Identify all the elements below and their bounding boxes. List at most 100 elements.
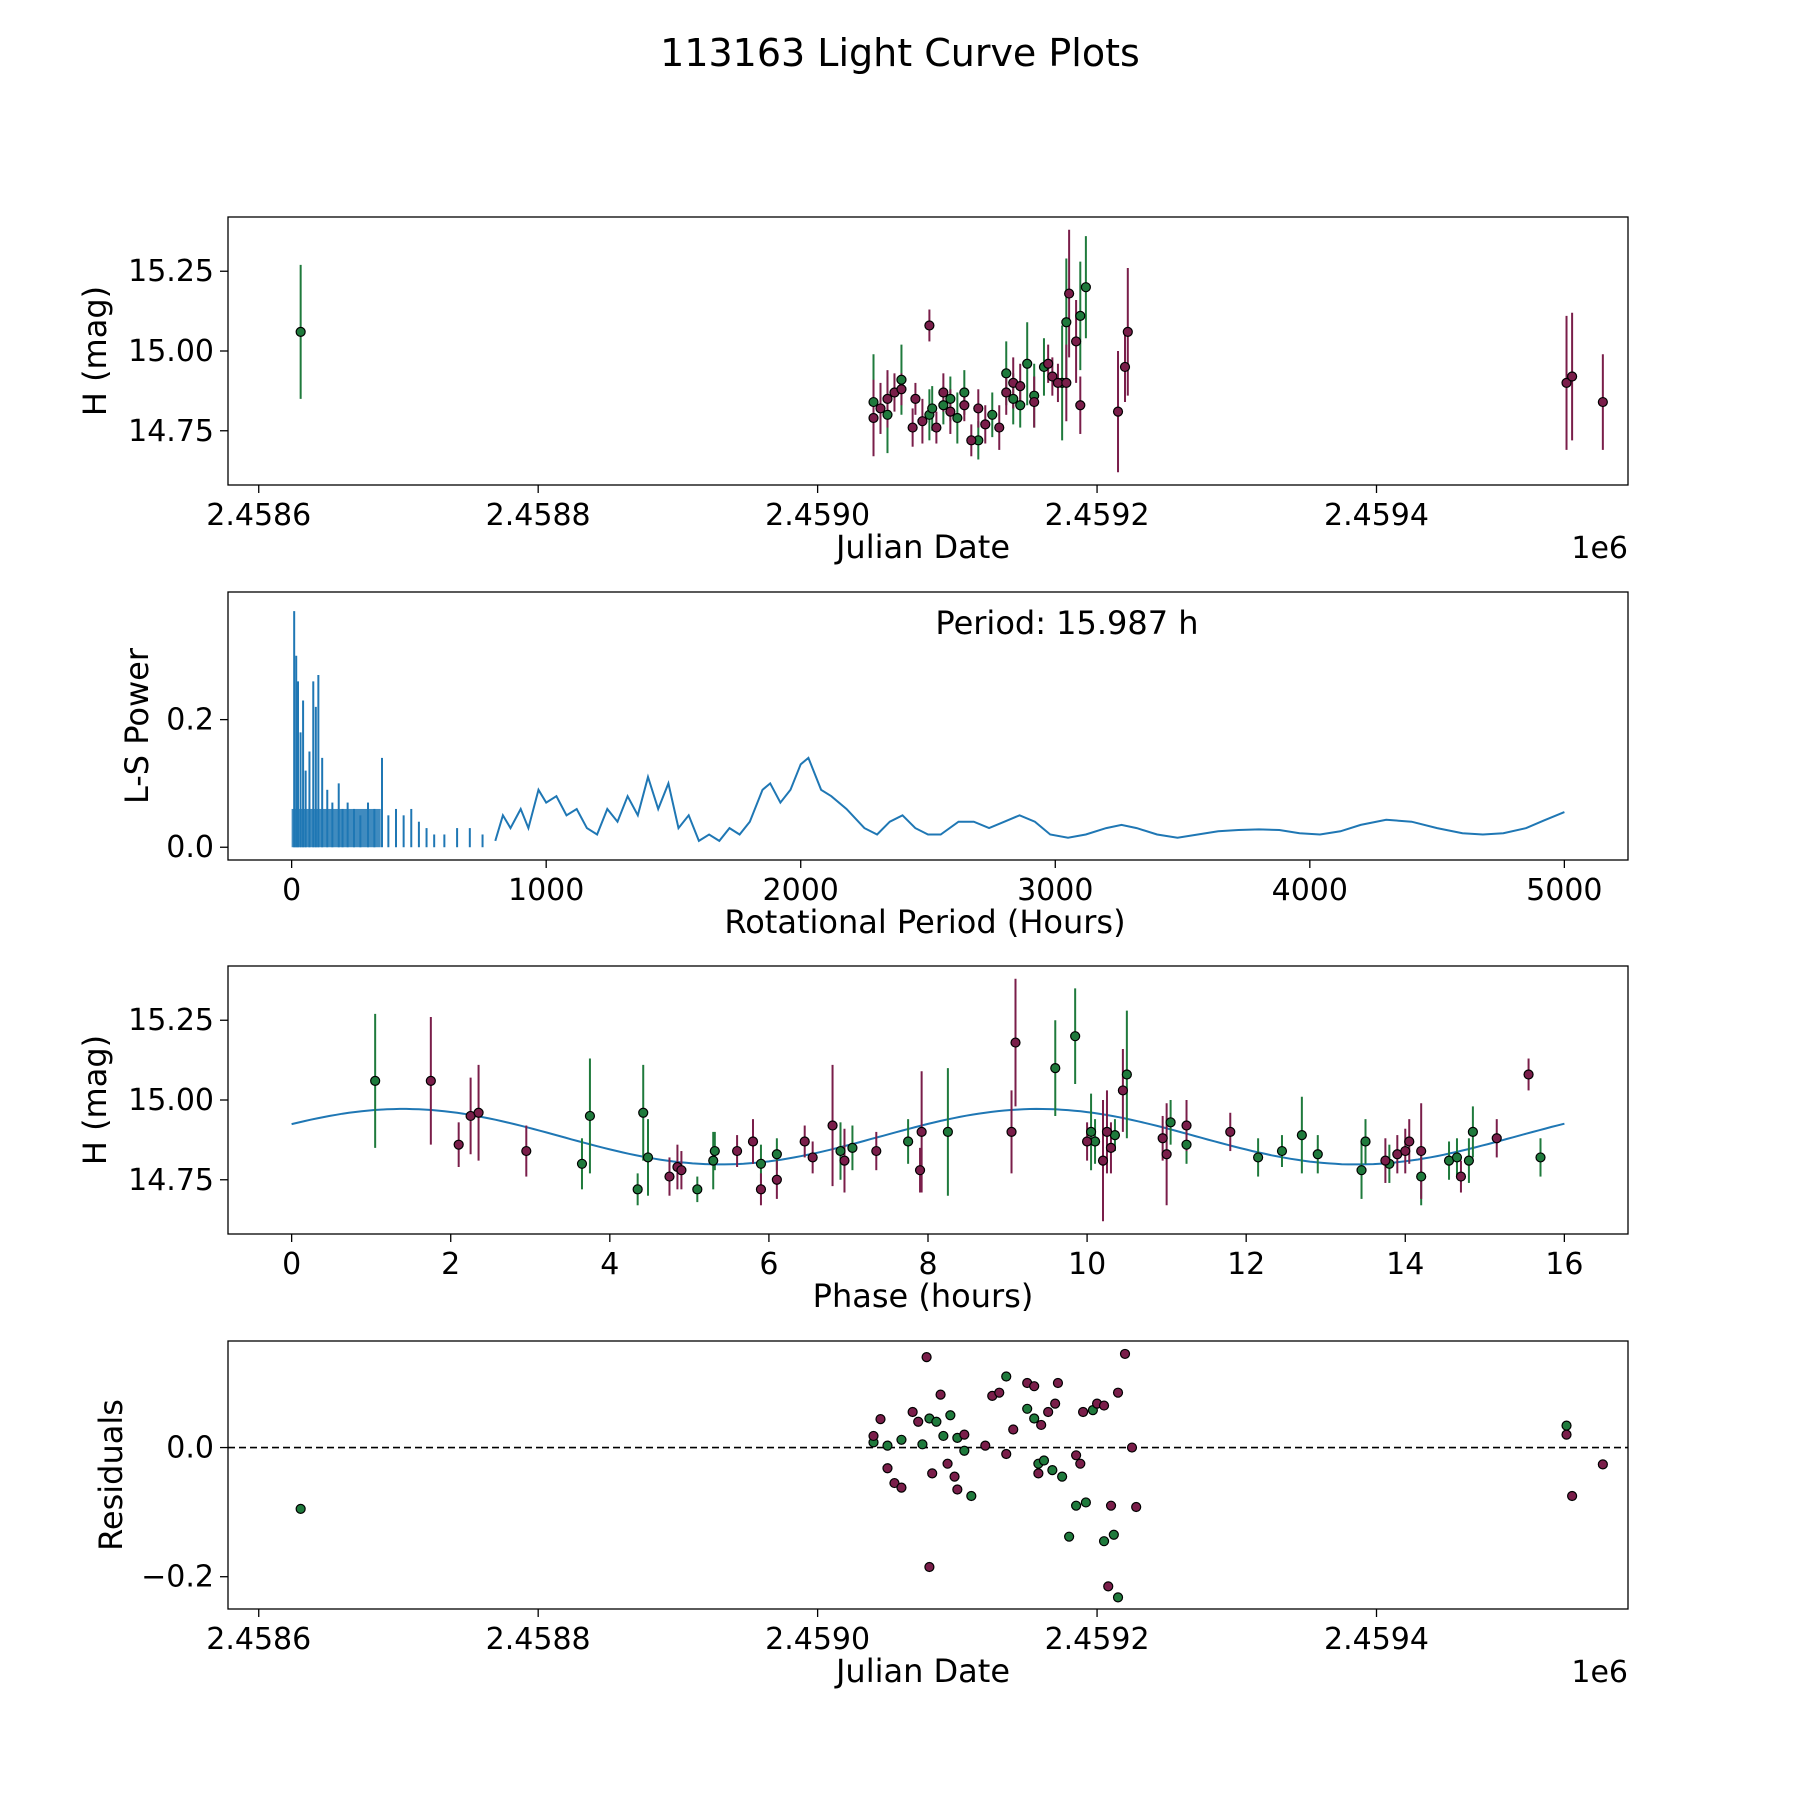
data-point	[1075, 310, 1086, 322]
data-point	[945, 1410, 956, 1421]
x-tick-label: 8	[918, 1247, 937, 1282]
data-point	[945, 393, 956, 404]
data-point	[1253, 1152, 1264, 1163]
data-point	[1071, 336, 1082, 347]
x-tick-label: 0	[282, 873, 301, 908]
periodogram-line	[494, 756, 1565, 843]
data-point	[868, 412, 879, 424]
data-point	[942, 1126, 953, 1138]
data-point	[1404, 1136, 1415, 1147]
data-point	[994, 1387, 1005, 1398]
data-point	[584, 1110, 596, 1122]
data-point	[907, 422, 918, 433]
data-point	[1006, 1126, 1017, 1138]
data-point	[1356, 1165, 1367, 1176]
data-point	[882, 1463, 893, 1474]
data-point	[903, 1136, 914, 1147]
data-point	[1131, 1501, 1142, 1513]
data-point	[839, 1155, 850, 1166]
data-point	[1122, 326, 1133, 337]
data-point	[914, 1165, 926, 1176]
data-point	[875, 1414, 886, 1425]
y-tick-label: 14.75	[128, 414, 214, 449]
data-point	[1451, 1152, 1463, 1163]
data-point	[938, 400, 949, 411]
data-point	[692, 1184, 703, 1195]
data-point	[1181, 1120, 1192, 1131]
data-point	[1523, 1069, 1534, 1080]
x-tick-label: 2.4590	[765, 1622, 870, 1657]
data-point	[1015, 380, 1026, 392]
data-point	[835, 1145, 846, 1157]
data-point	[1077, 1406, 1089, 1418]
data-point	[916, 1126, 927, 1138]
data-point	[1400, 1145, 1411, 1157]
data-point	[708, 1155, 719, 1166]
data-point	[1157, 1133, 1168, 1144]
data-point	[1075, 1458, 1086, 1469]
axes-frame	[227, 965, 1629, 1235]
data-point	[473, 1107, 484, 1118]
data-point	[1080, 282, 1091, 293]
data-point	[747, 1136, 759, 1147]
data-point	[1567, 1490, 1578, 1502]
x-tick-label: 2.4592	[1045, 1622, 1150, 1657]
data-point	[1108, 1529, 1119, 1540]
data-point	[771, 1174, 782, 1185]
data-point	[1038, 1455, 1050, 1466]
x-axis-label: Rotational Period (Hours)	[724, 903, 1125, 941]
figure-title: 113163 Light Curve Plots	[660, 31, 1140, 75]
data-point	[1535, 1152, 1546, 1163]
x-axis-label: Julian Date	[834, 1652, 1010, 1690]
data-point	[875, 403, 886, 414]
data-point	[966, 435, 977, 446]
data-point	[896, 384, 907, 395]
data-point	[924, 320, 935, 331]
data-point	[1029, 1413, 1040, 1424]
data-point	[1181, 1139, 1192, 1150]
x-tick-label: 0	[282, 1247, 301, 1282]
data-point	[924, 1561, 935, 1573]
data-point	[295, 1503, 306, 1515]
data-point	[1050, 1062, 1061, 1074]
y-axis-label: H (mag)	[76, 1035, 114, 1165]
y-tick-label: 0.2	[166, 703, 214, 738]
data-point	[731, 1145, 743, 1157]
data-point	[1047, 371, 1058, 382]
data-point	[1008, 1424, 1019, 1435]
fit-curve	[291, 1107, 1565, 1166]
data-point	[1112, 1387, 1124, 1398]
x-axis-label: Phase (hours)	[813, 1277, 1034, 1315]
data-point	[1052, 1377, 1064, 1389]
data-point	[959, 1429, 970, 1440]
data-point	[896, 1434, 907, 1445]
data-point	[927, 403, 938, 414]
data-point	[1561, 1429, 1572, 1440]
data-point	[847, 1142, 858, 1153]
y-axis-label: L-S Power	[118, 647, 156, 804]
data-point	[1052, 377, 1064, 389]
x-tick-label: 2.4586	[206, 1622, 311, 1657]
x-tick-label: 4000	[1272, 873, 1348, 908]
data-point	[638, 1107, 649, 1118]
data-point	[927, 1468, 938, 1479]
x-tick-label: 2.4588	[486, 1622, 591, 1657]
data-point	[896, 374, 907, 385]
data-point	[871, 1145, 882, 1157]
data-point	[1071, 1450, 1082, 1461]
data-point	[1001, 1371, 1012, 1382]
data-point	[709, 1145, 720, 1157]
data-point	[1276, 1145, 1288, 1157]
data-point	[1165, 1117, 1176, 1128]
data-point	[1567, 371, 1578, 382]
data-point	[1098, 1536, 1110, 1547]
data-point	[664, 1171, 675, 1182]
data-point	[952, 1484, 963, 1495]
data-point	[1097, 1155, 1109, 1166]
x-tick-label: 3000	[1017, 873, 1093, 908]
phased-panel: 0 2 4 6 8 10 12 14 16 14.75 15.00 15.25 Phase (hours…	[76, 965, 1629, 1315]
data-point	[1081, 1136, 1093, 1147]
data-point	[1101, 1126, 1113, 1138]
data-point	[1121, 1069, 1132, 1080]
